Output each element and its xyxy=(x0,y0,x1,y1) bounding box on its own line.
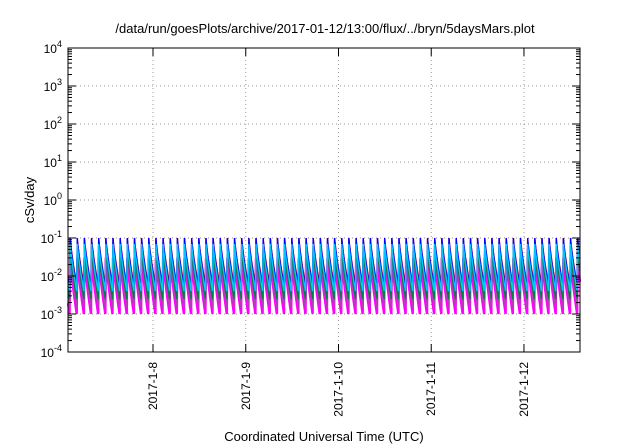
x-tick-label: 2017-1-10 xyxy=(331,362,345,417)
x-axis: 2017-1-8 2017-1-9 2017-1-10 2017-1-11 2017-1… xyxy=(146,48,531,417)
y-tick-exponent: 2 xyxy=(57,115,62,125)
y-axis-label: cSv/day xyxy=(22,176,37,223)
y-tick-label: 10-3 xyxy=(41,305,62,322)
series-line xyxy=(67,243,581,292)
x-tick-label: 2017-1-11 xyxy=(424,362,438,416)
y-tick-label: 10-4 xyxy=(41,343,62,360)
chart-title: /data/run/goesPlots/archive/2017-01-12/1… xyxy=(115,21,535,36)
y-tick-exponent: -2 xyxy=(54,267,62,277)
y-tick-label: 10-1 xyxy=(41,229,62,246)
y-tick-label: 102 xyxy=(44,115,62,132)
x-tick-label: 2017-1-8 xyxy=(146,362,160,410)
x-axis-label: Coordinated Universal Time (UTC) xyxy=(224,429,423,444)
x-tick-label: 2017-1-12 xyxy=(517,362,531,417)
series-line xyxy=(66,257,582,315)
x-tick-label: 2017-1-9 xyxy=(239,362,253,410)
series-line xyxy=(67,253,581,308)
series-line xyxy=(67,249,581,300)
y-tick-label: 100 xyxy=(44,191,62,208)
grid xyxy=(68,48,580,352)
y-tick-label: 10-2 xyxy=(41,267,62,284)
y-tick-label: 101 xyxy=(44,153,62,170)
y-tick-exponent: 0 xyxy=(57,191,62,201)
y-tick-label: 104 xyxy=(44,39,62,56)
y-tick-exponent: -3 xyxy=(54,305,62,315)
y-tick-exponent: -1 xyxy=(54,229,62,239)
y-tick-label: 103 xyxy=(44,77,62,94)
y-tick-exponent: 1 xyxy=(57,153,62,163)
y-tick-exponent: 4 xyxy=(57,39,62,49)
y-tick-exponent: 3 xyxy=(57,77,62,87)
series-group xyxy=(66,237,582,315)
y-tick-exponent: -4 xyxy=(54,343,62,353)
